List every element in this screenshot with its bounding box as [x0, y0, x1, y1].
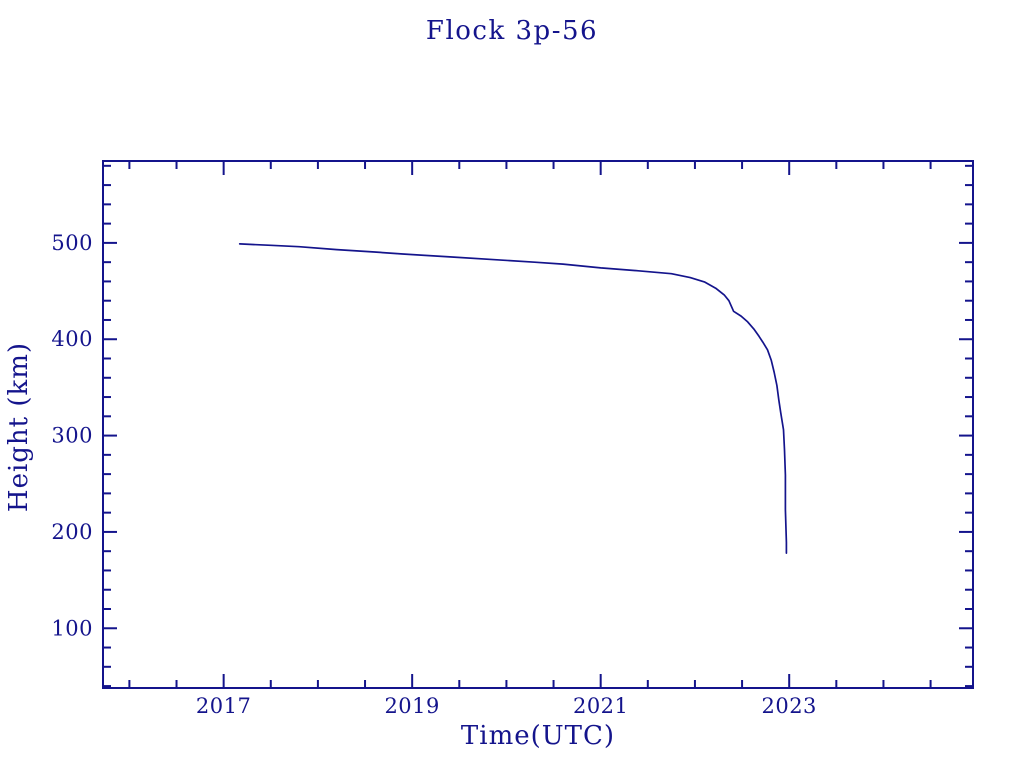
- y-tick-label: 100: [51, 616, 93, 640]
- x-tick-label: 2019: [384, 694, 439, 718]
- x-tick-label: 2021: [573, 694, 628, 718]
- x-axis-title: Time(UTC): [460, 721, 616, 751]
- x-tick-label: 2023: [761, 694, 816, 718]
- y-tick-label: 500: [51, 231, 93, 255]
- plot-frame: [102, 160, 974, 689]
- chart-title: Flock 3p-56: [425, 16, 599, 46]
- x-tick-label: 2017: [196, 694, 251, 718]
- y-tick-label: 400: [51, 327, 93, 351]
- decay-curve: [238, 243, 788, 554]
- y-tick-label: 200: [51, 520, 93, 544]
- y-tick-label: 300: [51, 424, 93, 448]
